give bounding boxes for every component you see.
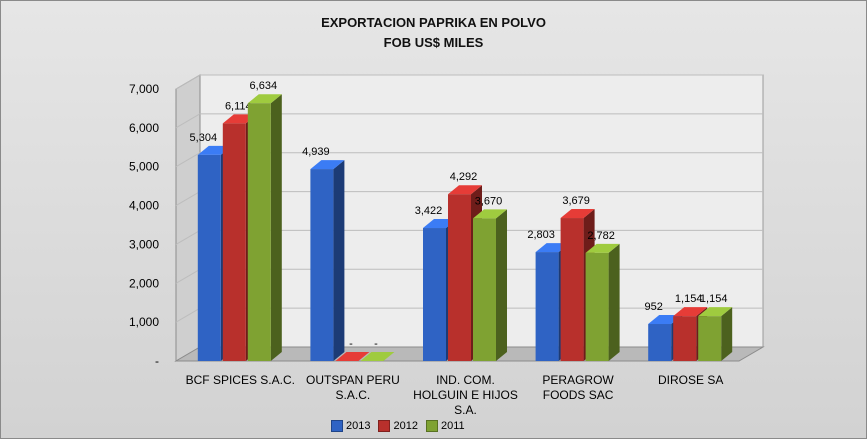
bar-top — [360, 352, 395, 361]
data-label: 3,670 — [475, 195, 503, 207]
bar-2013 — [310, 169, 334, 361]
bar-2012 — [560, 218, 584, 361]
x-tick-label: S.A. — [454, 403, 477, 417]
legend-item-2012: 2012 — [378, 420, 418, 432]
data-label: 5,304 — [190, 132, 218, 144]
gridline-side — [175, 113, 201, 129]
x-tick-label: OUTSPAN PERU — [306, 373, 400, 387]
data-label: 2,782 — [587, 230, 615, 242]
x-tick-label: DIROSE SA — [658, 373, 723, 387]
x-tick-label: HOLGUIN E HIJOS — [413, 388, 518, 402]
data-label: 2,803 — [527, 229, 555, 241]
x-tick-label: IND. COM. — [436, 373, 495, 387]
x-tick-label: BCF SPICES S.A.C. — [186, 373, 295, 387]
legend-swatch-2012 — [378, 420, 391, 432]
gridline-side — [175, 307, 201, 323]
y-tick-label: 6,000 — [129, 121, 159, 135]
bar-top — [698, 307, 733, 317]
bar-top — [310, 160, 345, 170]
bar-2011 — [698, 316, 722, 361]
y-tick-label: 1,000 — [129, 315, 159, 329]
chart-title: EXPORTACION PAPRIKA EN POLVO — [321, 15, 546, 30]
bar-top — [473, 209, 507, 219]
bar-top — [585, 243, 620, 253]
bar-side — [270, 94, 282, 362]
bar-2011 — [473, 218, 496, 361]
y-tick-label: - — [155, 354, 159, 368]
bar-top — [335, 352, 370, 361]
bar-top — [448, 185, 482, 195]
bar-top — [673, 307, 708, 317]
legend-item-2013: 2013 — [331, 420, 370, 432]
bar-side — [496, 209, 507, 361]
gridline-side — [175, 74, 201, 90]
y-tick-label: 5,000 — [129, 160, 159, 174]
bar-2011 — [247, 103, 271, 362]
legend-swatch-2013 — [331, 420, 343, 432]
y-tick-label: 7,000 — [129, 82, 159, 96]
data-label: 1,154 — [700, 293, 728, 305]
bar-2011 — [585, 252, 609, 361]
legend-label-2011: 2011 — [440, 420, 465, 432]
gridline-side — [175, 268, 201, 284]
data-label: - — [374, 338, 378, 350]
legend-label-2012: 2012 — [393, 420, 418, 432]
data-label: 3,679 — [562, 195, 590, 207]
gridline-side — [175, 191, 201, 207]
bar-2012 — [673, 316, 697, 361]
bar-2013 — [648, 324, 672, 361]
bar-2012 — [222, 123, 246, 361]
gridline-side — [175, 229, 201, 245]
bar-2012 — [448, 194, 471, 361]
legend-swatch-2011 — [425, 420, 438, 432]
data-label: - — [349, 338, 353, 350]
bar-side — [608, 243, 620, 361]
data-label: 1,154 — [675, 293, 703, 305]
legend-item-2011: 2011 — [425, 420, 465, 432]
plot-side-wall — [175, 74, 201, 362]
y-tick-label: 3,000 — [129, 237, 159, 251]
x-tick-label: PERAGROW — [542, 373, 614, 387]
chart-subtitle: FOB US$ MILES — [383, 35, 484, 50]
data-label: 6,114 — [225, 100, 252, 112]
data-label: 3,422 — [415, 205, 443, 217]
data-label: 4,939 — [302, 146, 330, 158]
legend-label-2013: 2013 — [346, 420, 371, 432]
bar-side — [721, 307, 733, 361]
bar-2013 — [535, 252, 559, 361]
chart-legend: 2013 2012 2011 — [331, 419, 473, 433]
data-label: 6,634 — [250, 80, 278, 92]
data-label: 4,292 — [450, 171, 478, 183]
bar-side — [333, 160, 345, 361]
bar-2013 — [197, 154, 221, 361]
data-label: 952 — [645, 301, 663, 313]
y-tick-label: 4,000 — [129, 199, 159, 213]
gridline-side — [175, 152, 201, 168]
bar-top — [247, 94, 282, 104]
x-tick-label: S.A.C. — [336, 388, 371, 402]
bar-2013 — [423, 228, 446, 361]
y-tick-label: 2,000 — [129, 276, 159, 290]
bar-top — [560, 209, 595, 219]
x-tick-label: FOODS SAC — [543, 388, 614, 402]
